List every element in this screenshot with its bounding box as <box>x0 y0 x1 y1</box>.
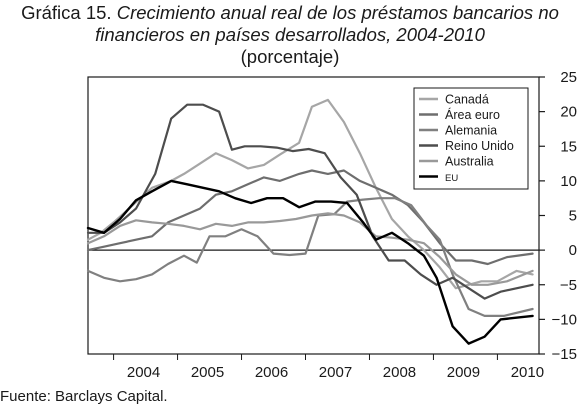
legend-entry: Canadá <box>445 93 489 107</box>
y-tick-label: 25 <box>560 69 577 86</box>
legend-entry: Área euro <box>445 107 500 122</box>
y-tick-label: 20 <box>560 104 577 121</box>
chart-subtitle: (porcentaje) <box>240 46 340 67</box>
series-line <box>86 197 534 317</box>
legend-box <box>413 87 529 190</box>
title-prefix: Gráfica 15. <box>21 2 112 23</box>
y-tick-label: 0 <box>569 242 577 259</box>
legend-entry: Reino Unido <box>445 139 514 153</box>
series-line <box>86 179 534 345</box>
series-line <box>86 103 534 300</box>
legend-entry: Alemania <box>445 124 497 138</box>
x-tick-label: 2007 <box>319 364 352 381</box>
x-tick-label: 2009 <box>447 364 480 381</box>
x-tick-label: 2008 <box>383 364 416 381</box>
chart-title: Gráfica 15. Crecimiento anual real de lo… <box>0 2 580 46</box>
y-tick-label: −10 <box>552 311 577 328</box>
legend-entry: Australia <box>445 155 494 169</box>
title-line1: Crecimiento anual real de los préstamos … <box>116 2 559 23</box>
legend-entry: EU <box>445 173 458 184</box>
x-tick-label: 2004 <box>127 364 160 381</box>
y-tick-label: 15 <box>560 138 577 155</box>
x-tick-label: 2010 <box>511 364 544 381</box>
source-note: Fuente: Barclays Capital. <box>0 388 168 405</box>
title-line2: financieros en países desarrollados, 200… <box>95 24 485 45</box>
y-tick-label: 5 <box>569 208 577 225</box>
x-tick-label: 2006 <box>255 364 288 381</box>
series-line <box>86 169 534 266</box>
x-tick-label: 2005 <box>191 364 224 381</box>
y-tick-label: −15 <box>552 346 577 363</box>
y-tick-label: 10 <box>560 173 577 190</box>
y-tick-label: −5 <box>560 277 577 294</box>
series-line <box>86 212 534 286</box>
